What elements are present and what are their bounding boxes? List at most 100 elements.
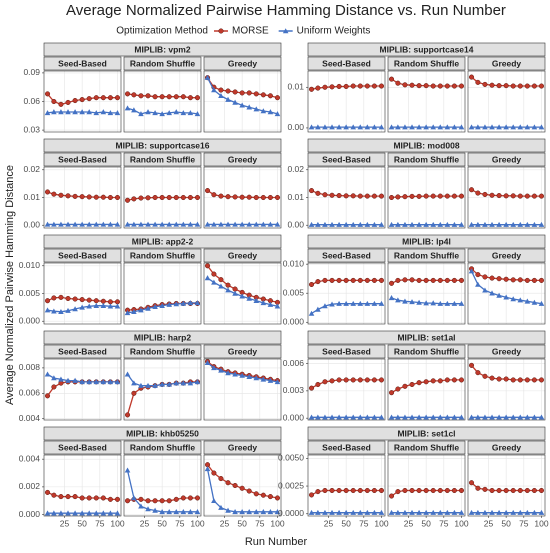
point <box>131 390 137 396</box>
point <box>395 194 401 200</box>
y-tick-label: 0.09 <box>23 67 40 77</box>
point <box>378 509 385 515</box>
panel-strip <box>307 234 546 249</box>
point <box>308 188 315 194</box>
point <box>510 377 516 383</box>
panel-title: MIPLIB: vpm2 <box>134 44 190 54</box>
point <box>371 124 378 130</box>
point <box>100 302 107 308</box>
point <box>524 277 530 283</box>
point <box>364 277 370 283</box>
point <box>218 476 224 482</box>
panel-title: MIPLIB: khb05250 <box>126 428 199 438</box>
y-tick-label: 0.005 <box>19 288 41 298</box>
point <box>173 94 179 100</box>
point <box>100 379 107 385</box>
point <box>395 509 401 515</box>
point <box>159 111 165 117</box>
facet-label: Greedy <box>228 154 258 164</box>
point <box>51 510 57 516</box>
point <box>100 194 106 200</box>
point <box>336 300 342 306</box>
point <box>402 298 408 304</box>
legend-title: Optimization Method <box>116 26 208 37</box>
point <box>430 300 437 306</box>
plot-border <box>123 454 202 517</box>
y-tick-label: 0.006 <box>19 388 41 398</box>
point <box>100 109 107 115</box>
point <box>58 376 64 382</box>
point <box>124 412 131 418</box>
point <box>409 277 415 283</box>
point <box>531 193 537 199</box>
point <box>416 221 422 227</box>
point <box>475 281 481 287</box>
point <box>145 506 151 512</box>
point <box>524 414 531 420</box>
y-tick-label: 0.006 <box>283 358 305 368</box>
point <box>496 414 502 420</box>
x-tick-label: 25 <box>220 518 230 528</box>
point <box>350 277 356 283</box>
plot-area <box>124 455 201 516</box>
point <box>444 124 451 130</box>
x-tick-label: 25 <box>60 518 70 528</box>
point <box>395 221 401 227</box>
point <box>131 107 137 113</box>
point <box>423 414 429 420</box>
point <box>517 277 523 283</box>
point <box>468 124 475 130</box>
point <box>388 221 395 227</box>
facet-strip <box>307 152 386 167</box>
point <box>72 377 78 383</box>
point <box>517 221 524 227</box>
point <box>44 371 51 377</box>
y-tick-label: 0.0025 <box>278 480 304 490</box>
point <box>65 193 71 199</box>
point <box>194 300 201 306</box>
point <box>246 221 253 227</box>
point <box>187 300 194 306</box>
y-tick-label: 0.01 <box>287 82 304 92</box>
point <box>395 124 401 130</box>
facet-label: Seed-Based <box>58 154 107 164</box>
point <box>86 96 92 102</box>
point <box>107 299 113 305</box>
point <box>145 498 151 504</box>
plot-border <box>123 358 202 421</box>
point <box>180 495 186 501</box>
point <box>308 509 315 515</box>
point <box>416 487 422 494</box>
point <box>468 221 475 227</box>
point <box>329 378 335 384</box>
point <box>100 510 107 516</box>
point <box>423 193 429 199</box>
point <box>482 191 488 197</box>
point <box>180 110 187 116</box>
point <box>531 509 538 515</box>
point <box>187 495 193 501</box>
point <box>65 377 71 383</box>
plot-border <box>43 166 122 229</box>
point <box>538 487 545 494</box>
point <box>72 221 78 227</box>
point <box>124 467 131 473</box>
point <box>538 414 545 420</box>
point <box>468 362 475 368</box>
point <box>402 221 408 227</box>
plot-area <box>468 71 545 132</box>
facet-strip <box>467 248 546 263</box>
point <box>451 487 457 494</box>
point <box>510 193 516 199</box>
point <box>489 192 495 198</box>
point <box>267 109 274 115</box>
plot-border <box>203 166 282 229</box>
point <box>489 221 495 227</box>
point <box>51 109 57 115</box>
point <box>173 509 180 515</box>
panel-strip <box>307 330 546 345</box>
facet-label: Random Shuffle <box>394 442 459 452</box>
plot-area <box>388 71 465 132</box>
panel-strip <box>43 138 282 153</box>
point <box>274 221 281 227</box>
